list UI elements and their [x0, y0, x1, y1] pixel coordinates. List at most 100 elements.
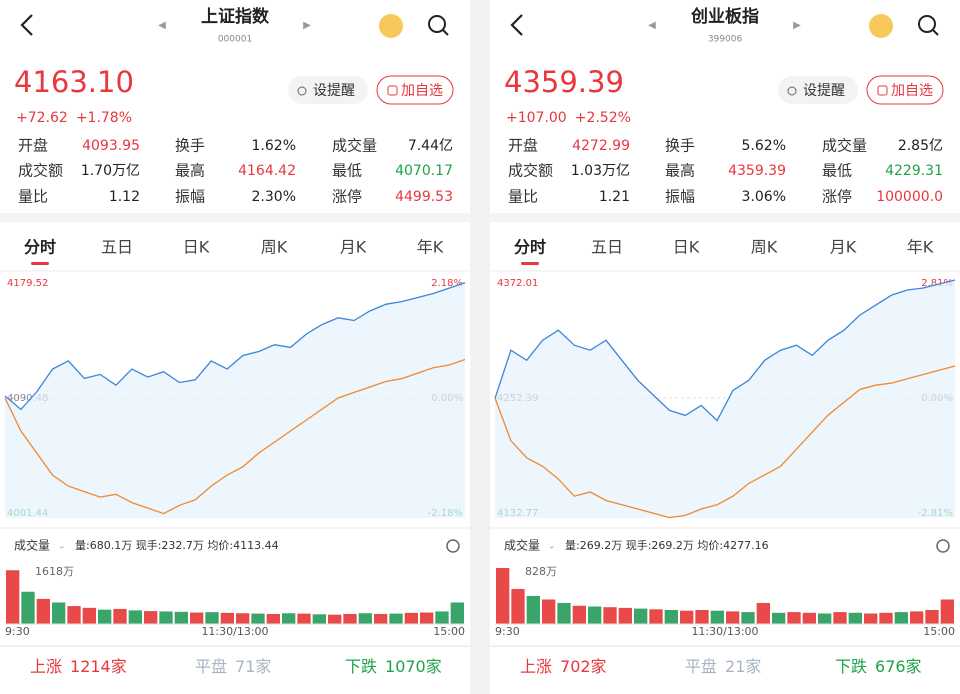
next-arrow[interactable]: ▶ [303, 20, 311, 31]
plus-icon [877, 85, 888, 96]
chart-tab[interactable]: 月K [830, 238, 857, 257]
volume-bar [82, 607, 96, 624]
chart-tab[interactable]: 五日 [101, 238, 133, 257]
y-tick-label: 4372.01 [497, 278, 538, 289]
back-button[interactable] [20, 14, 33, 36]
alert-button[interactable] [778, 76, 858, 104]
stat-value: 1.70万亿 [81, 163, 140, 179]
y2-tick-label: 2.18% [431, 278, 463, 289]
volume-bar [358, 613, 372, 624]
stat-label: 开盘 [508, 137, 538, 155]
chart-tab[interactable]: 月K [340, 238, 367, 257]
volume-selector[interactable]: 成交量 [504, 538, 540, 553]
active-tab-indicator [31, 262, 49, 265]
y-tick-label: 4179.52 [7, 278, 48, 289]
time-label: 15:00 [923, 625, 955, 638]
volume-bar [756, 602, 770, 624]
price: 4359.39 [504, 65, 624, 99]
volume-bar [435, 611, 449, 624]
volume-bar [36, 598, 50, 624]
stat-label: 开盘 [18, 137, 48, 155]
breadth-stat: 下跌 1070家 [345, 657, 442, 676]
search-icon [442, 29, 449, 36]
volume-bar [726, 611, 740, 624]
next-arrow[interactable]: ▶ [793, 20, 801, 31]
breadth-label: 平盘 [685, 657, 717, 676]
stat-value: 4070.17 [395, 163, 453, 179]
stat-value: 4093.95 [82, 138, 140, 154]
stat-value: 5.62% [742, 138, 786, 154]
volume-bar [542, 599, 556, 624]
mascot-icon[interactable] [869, 14, 893, 38]
chart-tab[interactable]: 周K [261, 238, 288, 257]
settings-icon[interactable] [936, 539, 950, 553]
chart-tab[interactable]: 五日 [591, 238, 623, 257]
mascot-icon[interactable] [379, 14, 403, 38]
chart-tab[interactable]: 日K [183, 238, 210, 257]
stat-value: 1.12 [109, 189, 140, 205]
stat-value: 4272.99 [572, 138, 630, 154]
alert-button[interactable] [288, 76, 368, 104]
breadth-value: 702家 [560, 657, 607, 676]
volume-bar [374, 613, 388, 624]
back-button[interactable] [510, 14, 523, 36]
volume-bar [312, 614, 326, 624]
stat-value: 4229.31 [885, 163, 943, 179]
chart-tab[interactable]: 年K [907, 238, 934, 257]
volume-bar [220, 612, 234, 624]
stat-label: 最高 [175, 162, 205, 180]
section-divider [490, 213, 960, 222]
breadth-value: 21家 [725, 657, 761, 676]
watch-button[interactable] [376, 75, 454, 105]
chart-tab[interactable]: 分时 [24, 238, 56, 257]
search-icon[interactable] [428, 15, 446, 33]
watch-button[interactable] [866, 75, 944, 105]
breadth-value: 1214家 [70, 657, 127, 676]
alert-button-label: 设提醒 [313, 83, 355, 99]
price-line [4, 282, 466, 411]
stat-label: 换手 [665, 137, 695, 155]
time-label: 15:00 [433, 625, 465, 638]
dropdown-caret: ⌄ [548, 542, 556, 552]
volume-info: 量:269.2万 现手:269.2万 均价:4277.16 [565, 538, 769, 552]
stat-value: 7.44亿 [408, 138, 453, 154]
settings-icon[interactable] [446, 539, 460, 553]
volume-bar [772, 612, 786, 624]
volume-bar [940, 599, 954, 624]
search-icon[interactable] [918, 15, 936, 33]
volume-bar [113, 608, 127, 624]
volume-bar [680, 610, 694, 624]
volume-bar [634, 608, 648, 624]
breadth-stat: 下跌 676家 [835, 657, 922, 676]
stat-label: 涨停 [822, 188, 852, 206]
volume-bar [557, 602, 571, 624]
volume-bar [848, 612, 862, 624]
index-title: 创业板指 [690, 6, 759, 27]
chart-tab[interactable]: 分时 [514, 238, 546, 257]
stat-label: 振幅 [175, 188, 205, 206]
breadth-label: 上涨 [520, 657, 552, 676]
prev-arrow[interactable]: ◀ [648, 20, 656, 31]
stat-value: 100000.0 [876, 189, 943, 205]
volume-selector[interactable]: 成交量 [14, 538, 50, 553]
volume-bar [236, 613, 250, 624]
prev-arrow[interactable]: ◀ [158, 20, 166, 31]
chart-tab[interactable]: 日K [673, 238, 700, 257]
stat-value: 4359.39 [728, 163, 786, 179]
price: 4163.10 [14, 65, 134, 99]
dropdown-caret: ⌄ [58, 542, 66, 552]
breadth-value: 71家 [235, 657, 271, 676]
change-percent: +1.78% [76, 110, 132, 126]
time-label: 11:30/13:00 [201, 625, 268, 638]
change-value: +107.00 [506, 110, 567, 126]
volume-bar [251, 613, 265, 624]
volume-bar [695, 609, 709, 624]
breadth-value: 1070家 [385, 657, 442, 676]
chart-tab[interactable]: 周K [751, 238, 778, 257]
stock-panel: ◀ ▶ 创业板指 399006 4359.39 +107.00 +2.52% 设提醒 加自选开盘… [490, 6, 960, 676]
volume-bar [818, 613, 832, 624]
index-code: 000001 [218, 35, 252, 45]
stat-value: 4164.42 [238, 163, 296, 179]
volume-bar [328, 614, 342, 624]
chart-tab[interactable]: 年K [417, 238, 444, 257]
